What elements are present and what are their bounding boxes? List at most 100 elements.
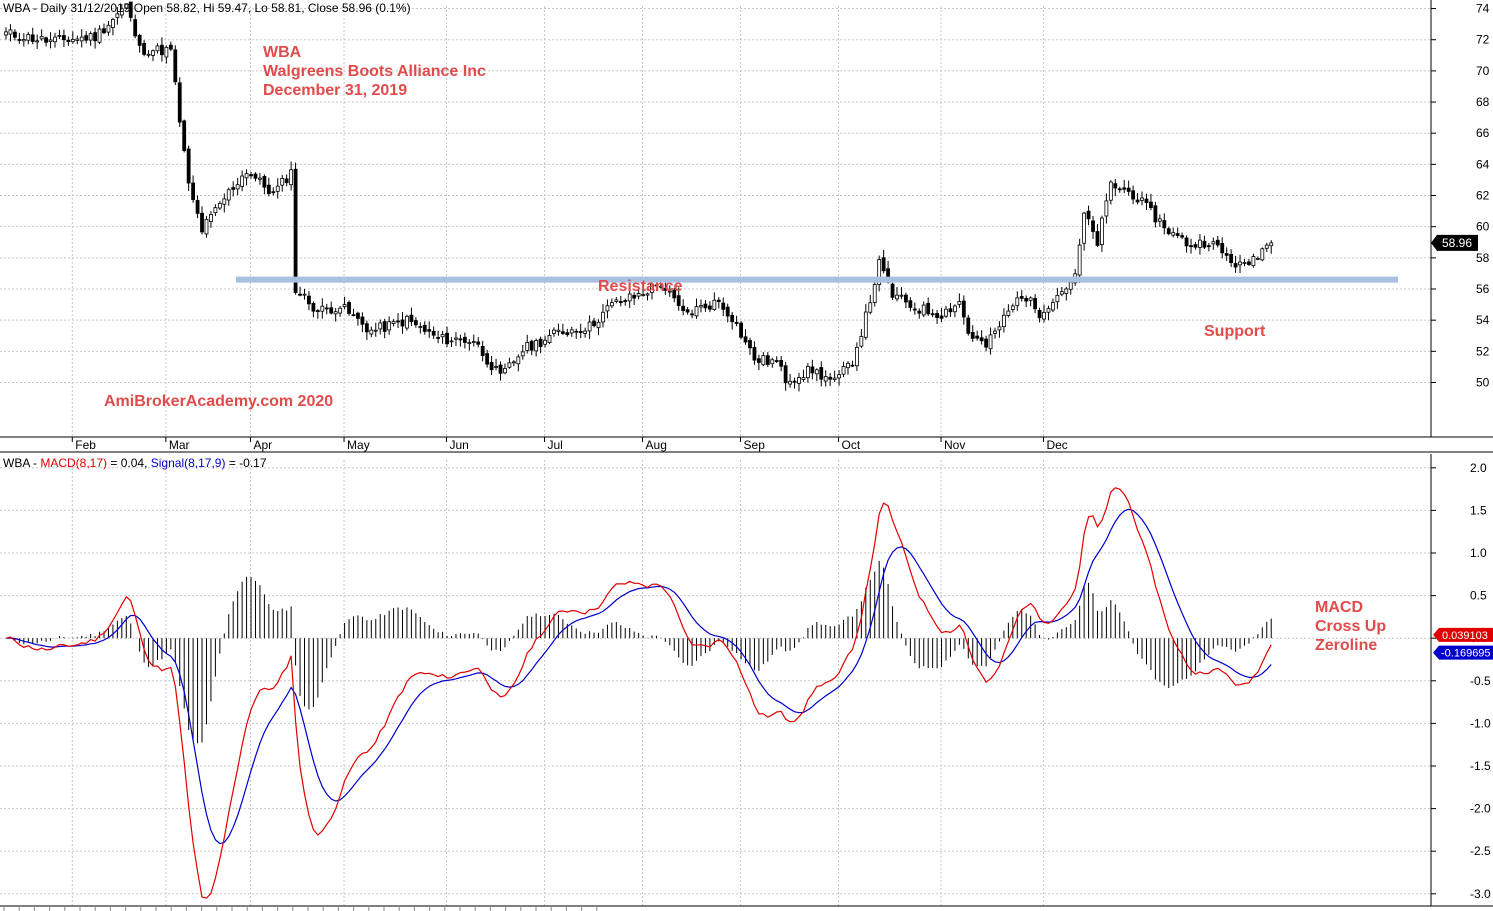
candle-body: [280, 177, 285, 186]
price-y-tick-label: 52: [1476, 344, 1490, 358]
month-label: Nov: [944, 438, 965, 452]
candle-body: [529, 340, 534, 351]
candle-body: [855, 347, 859, 367]
candle-body: [743, 336, 748, 343]
candle-body: [895, 294, 899, 300]
candle-body: [338, 307, 343, 314]
candle-body: [307, 295, 311, 305]
candle-body: [645, 293, 650, 296]
chart-title-line: WBA: [263, 44, 302, 61]
candle-body: [1220, 242, 1225, 254]
candle-body: [560, 331, 565, 334]
candle-body: [912, 308, 917, 311]
macd-note-line: Cross Up: [1315, 618, 1386, 635]
candle-body: [832, 377, 837, 380]
candle-body: [124, 3, 129, 9]
candle-body: [1229, 253, 1234, 263]
candle-body: [235, 184, 240, 190]
candle-body: [1242, 262, 1247, 264]
candle-body: [324, 307, 329, 310]
candle-body: [315, 310, 320, 312]
candle-body: [734, 321, 739, 324]
candle-body: [155, 45, 160, 52]
candle-body: [583, 330, 588, 334]
candle-body: [240, 175, 245, 187]
candle-body: [467, 342, 472, 344]
macd-line: [5, 487, 1272, 899]
candle-body: [663, 288, 668, 291]
candle-body: [792, 380, 797, 383]
candle-body: [774, 360, 779, 362]
candle-body: [788, 380, 792, 385]
candle-body: [440, 333, 445, 338]
candle-body: [730, 314, 735, 323]
candle-body: [1095, 231, 1100, 246]
candle-body: [503, 368, 507, 374]
candle-body: [1100, 217, 1104, 245]
price-y-tick-label: 70: [1476, 64, 1490, 78]
candle-body: [1019, 296, 1024, 299]
candle-body: [369, 329, 374, 335]
candle-body: [748, 340, 752, 349]
candle-body: [498, 364, 503, 374]
candle-body: [868, 302, 873, 313]
candle-body: [387, 321, 392, 331]
candle-body: [725, 306, 730, 317]
candle-body: [21, 39, 26, 42]
candle-body: [672, 289, 677, 299]
candle-body: [592, 320, 596, 327]
candle-body: [480, 346, 485, 356]
macd-y-tick-label: -2.0: [1470, 802, 1491, 816]
candle-body: [926, 302, 931, 315]
signal-header-label: Signal(8,17,9): [150, 456, 226, 470]
candle-body: [298, 293, 302, 296]
candle-body: [556, 329, 561, 332]
candle-body: [935, 313, 939, 318]
chart-title-line: December 31, 2019: [263, 82, 407, 99]
candle-body: [676, 295, 681, 306]
candle-body: [650, 283, 654, 293]
candle-body: [970, 332, 975, 339]
candle-body: [26, 34, 31, 41]
candle-body: [988, 334, 993, 350]
candle-body: [378, 322, 383, 330]
candle-body: [1028, 297, 1033, 301]
candle-body: [173, 49, 178, 83]
candle-body: [685, 309, 690, 313]
candle-body: [1033, 298, 1038, 310]
candle-body: [961, 300, 966, 318]
candle-body: [605, 305, 610, 312]
candle-body: [146, 53, 151, 56]
candle-body: [801, 377, 806, 380]
candle-body: [13, 31, 17, 38]
candle-body: [872, 284, 877, 303]
candle-body: [1189, 245, 1193, 248]
month-label: Mar: [169, 438, 190, 452]
candle-body: [1086, 210, 1091, 220]
candle-body: [177, 82, 182, 123]
candle-body: [449, 340, 454, 343]
candle-body: [627, 293, 632, 302]
candle-body: [574, 330, 579, 333]
candle-body: [1251, 256, 1256, 267]
candle-body: [413, 320, 418, 326]
candle-body: [1224, 253, 1229, 256]
price-y-tick-label: 54: [1476, 313, 1490, 327]
macd-y-tick-label: 1.0: [1470, 546, 1487, 560]
candle-body: [373, 329, 378, 332]
candle-body: [1184, 237, 1189, 247]
candle-body: [106, 24, 111, 33]
candle-body: [547, 335, 552, 343]
candle-body: [244, 173, 249, 179]
candle-body: [1175, 233, 1180, 236]
candle-body: [552, 329, 556, 334]
candle-body: [614, 299, 619, 302]
candle-body: [538, 338, 543, 347]
month-label: Feb: [75, 438, 96, 452]
price-header: WBA - Daily 31/12/2019 Open 58.82, Hi 59…: [3, 1, 411, 15]
macd-lines: [5, 487, 1272, 899]
candle-body: [609, 302, 614, 307]
price-y-tick-label: 58: [1476, 251, 1490, 265]
candle-body: [342, 304, 347, 308]
